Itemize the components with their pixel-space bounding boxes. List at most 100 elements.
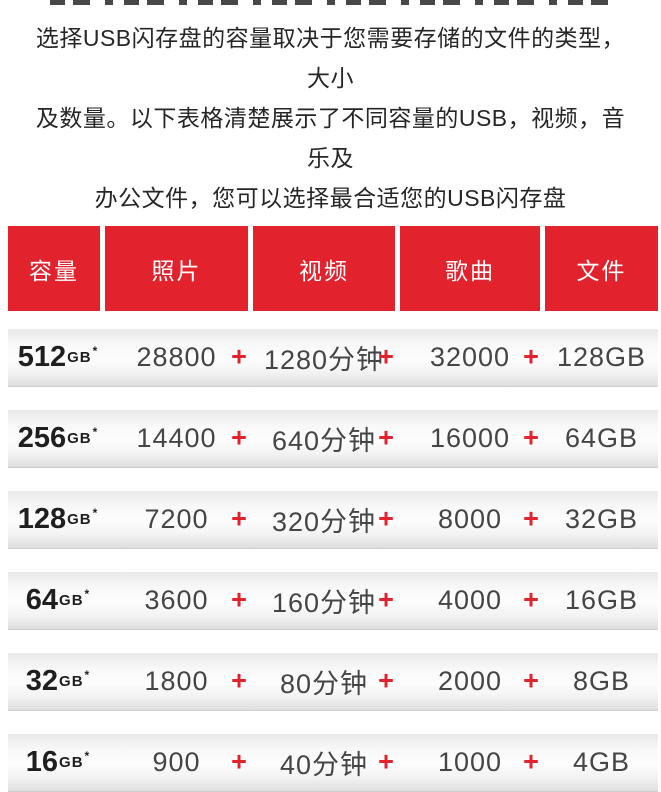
- songs-value: 16000: [429, 423, 511, 453]
- files-value: 4GB: [572, 747, 631, 777]
- capacity-unit: GB: [67, 511, 92, 528]
- plus-icon: +: [523, 583, 539, 614]
- capacity-unit: GB: [59, 754, 84, 771]
- capacity-unit: GB: [67, 430, 92, 447]
- column-header-capacity: 容量: [8, 226, 100, 311]
- capacity-cell: 512 GB *: [8, 329, 100, 386]
- plus-icon: +: [231, 745, 247, 776]
- plus-icon: +: [231, 583, 247, 614]
- video-cell: + 80分钟: [231, 653, 395, 710]
- asterisk-mark: *: [92, 505, 99, 520]
- capacity-cell: 32 GB *: [8, 653, 100, 710]
- capacity-unit: GB: [59, 673, 84, 690]
- plus-icon: +: [378, 664, 394, 695]
- asterisk-mark: *: [92, 424, 99, 439]
- intro-text: 选择USB闪存盘的容量取决于您需要存储的文件的类型，大小 及数量。以下表格清楚展…: [27, 18, 635, 218]
- files-value: 32GB: [564, 504, 639, 534]
- video-cell: + 40分钟: [231, 734, 395, 791]
- songs-cell: + 8000: [378, 491, 540, 548]
- plus-icon: +: [378, 502, 394, 533]
- column-header-files: 文件: [545, 226, 658, 311]
- capacity-value: 512: [17, 341, 67, 373]
- files-cell: + 4GB: [523, 734, 658, 791]
- table-row-64gb: 64 GB * 3600 + 160分钟 + 4000 + 16GB: [8, 572, 658, 630]
- capacity-value: 32: [25, 665, 59, 697]
- video-value: 80分钟: [279, 669, 369, 699]
- table-row-32gb: 32 GB * 1800 + 80分钟 + 2000 + 8GB: [8, 653, 658, 711]
- songs-value: 1000: [437, 747, 503, 777]
- capacity-cell: 256 GB *: [8, 410, 100, 467]
- capacity-value: 64: [25, 584, 59, 616]
- cropped-text-remnant: [50, 0, 617, 5]
- plus-icon: +: [231, 340, 247, 371]
- asterisk-mark: *: [84, 586, 91, 601]
- photos-cell: 28800: [136, 342, 217, 372]
- capacity-cell: 16 GB *: [8, 734, 100, 791]
- capacity-value: 128: [17, 503, 67, 535]
- plus-icon: +: [523, 502, 539, 533]
- songs-value: 32000: [429, 342, 511, 372]
- plus-icon: +: [523, 664, 539, 695]
- capacity-cell: 64 GB *: [8, 572, 100, 629]
- files-cell: + 32GB: [523, 491, 658, 548]
- songs-cell: + 1000: [378, 734, 540, 791]
- files-value: 16GB: [564, 585, 639, 615]
- intro-line-3: 办公文件，您可以选择最合适您的USB闪存盘: [94, 185, 567, 211]
- files-cell: + 16GB: [523, 572, 658, 629]
- column-header-songs: 歌曲: [400, 226, 540, 311]
- video-value: 160分钟: [271, 588, 377, 618]
- photos-cell: 7200: [144, 504, 209, 534]
- plus-icon: +: [378, 421, 394, 452]
- files-cell: + 8GB: [523, 653, 658, 710]
- plus-icon: +: [231, 421, 247, 452]
- songs-cell: + 2000: [378, 653, 540, 710]
- files-value: 8GB: [572, 666, 631, 696]
- table-row-16gb: 16 GB * 900 + 40分钟 + 1000 + 4GB: [8, 734, 658, 792]
- column-header-photos: 照片: [105, 226, 248, 311]
- songs-cell: + 32000: [378, 329, 540, 386]
- plus-icon: +: [231, 502, 247, 533]
- video-cell: + 1280分钟: [231, 329, 395, 386]
- photos-cell: 3600: [144, 585, 209, 615]
- photos-cell: 900: [152, 747, 201, 777]
- video-cell: + 640分钟: [231, 410, 395, 467]
- capacity-value: 256: [17, 422, 67, 454]
- table-row-256gb: 256 GB * 14400 + 640分钟 + 16000 + 64GB: [8, 410, 658, 468]
- video-value: 320分钟: [271, 507, 377, 537]
- intro-line-2: 及数量。以下表格清楚展示了不同容量的USB，视频，音乐及: [35, 105, 626, 171]
- table-row-512gb: 512 GB * 28800 + 1280分钟 + 32000 + 128GB: [8, 329, 658, 387]
- songs-cell: + 16000: [378, 410, 540, 467]
- video-cell: + 160分钟: [231, 572, 395, 629]
- songs-value: 8000: [437, 504, 503, 534]
- asterisk-mark: *: [92, 343, 99, 358]
- plus-icon: +: [523, 340, 539, 371]
- table-header-row: 容量 照片 视频 歌曲 文件: [8, 226, 658, 311]
- video-value: 1280分钟: [263, 345, 385, 375]
- video-value: 40分钟: [279, 750, 369, 780]
- plus-icon: +: [523, 745, 539, 776]
- plus-icon: +: [378, 745, 394, 776]
- plus-icon: +: [523, 421, 539, 452]
- files-value: 128GB: [556, 342, 647, 372]
- intro-line-1: 选择USB闪存盘的容量取决于您需要存储的文件的类型，大小: [35, 25, 626, 91]
- column-header-video: 视频: [253, 226, 395, 311]
- photos-cell: 14400: [136, 423, 217, 453]
- files-value: 64GB: [564, 423, 639, 453]
- capacity-table: 容量 照片 视频 歌曲 文件 512 GB * 28800 + 1280分钟 +…: [8, 226, 658, 792]
- plus-icon: +: [231, 664, 247, 695]
- plus-icon: +: [378, 340, 394, 371]
- songs-value: 4000: [437, 585, 503, 615]
- photos-cell: 1800: [144, 666, 209, 696]
- capacity-cell: 128 GB *: [8, 491, 100, 548]
- table-row-128gb: 128 GB * 7200 + 320分钟 + 8000 + 32GB: [8, 491, 658, 549]
- video-value: 640分钟: [271, 426, 377, 456]
- video-cell: + 320分钟: [231, 491, 395, 548]
- capacity-unit: GB: [59, 592, 84, 609]
- files-cell: + 128GB: [523, 329, 658, 386]
- plus-icon: +: [378, 583, 394, 614]
- asterisk-mark: *: [84, 667, 91, 682]
- capacity-unit: GB: [67, 349, 92, 366]
- files-cell: + 64GB: [523, 410, 658, 467]
- songs-value: 2000: [437, 666, 503, 696]
